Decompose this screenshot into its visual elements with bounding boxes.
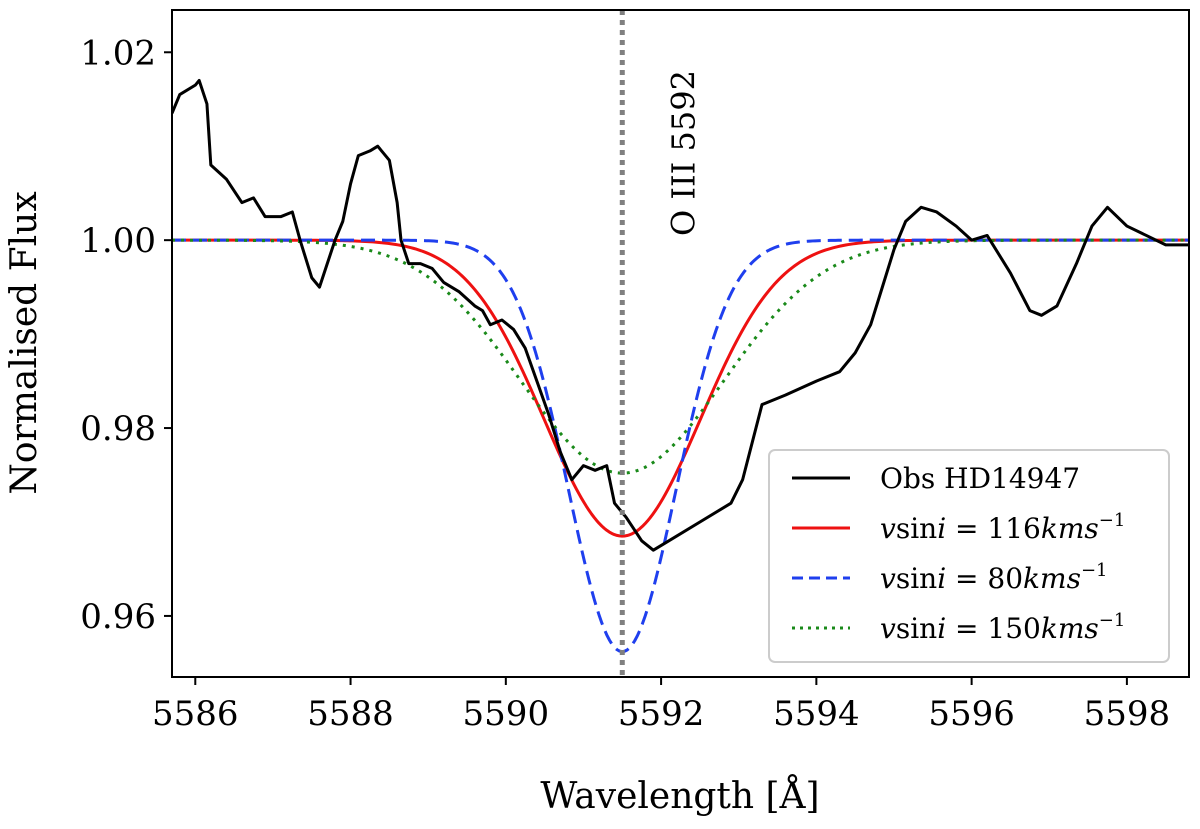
y-axis-title: Normalised Flux	[4, 191, 45, 494]
x-tick-label: 5586	[152, 694, 239, 734]
series-layer	[172, 78, 1189, 654]
legend-box	[768, 449, 1170, 663]
x-tick-label: 5592	[618, 694, 705, 734]
x-tick-label: 5598	[1084, 694, 1171, 734]
legend-label-obs: Obs HD14947	[880, 462, 1080, 495]
x-axis-title: Wavelength [Å]	[540, 775, 819, 817]
series-line	[172, 78, 1189, 552]
legend: Obs HD14947 vsini = 116kms−1 vsini = 80k…	[768, 449, 1170, 663]
legend-label-116: vsini = 116kms−1	[880, 510, 1125, 545]
y-tick-label: 1.00	[80, 221, 156, 261]
x-tick-label: 5590	[463, 694, 550, 734]
y-axis: 0.96 0.98 1.00 1.02	[80, 33, 172, 637]
legend-label-80: vsini = 80kms−1	[880, 560, 1107, 595]
y-tick-label: 1.02	[80, 33, 156, 73]
plot-frame	[171, 9, 1190, 678]
y-tick-label: 0.96	[80, 597, 156, 637]
x-axis: 5586 5588 5590 5592 5594 5596 5598	[152, 677, 1170, 734]
annotation-label: O III 5592	[664, 70, 702, 236]
legend-label-150: vsini = 150kms−1	[880, 610, 1125, 645]
x-tick-label: 5594	[773, 694, 860, 734]
x-tick-label: 5596	[928, 694, 1015, 734]
y-tick-label: 0.98	[80, 409, 156, 449]
series-line	[172, 238, 1189, 475]
x-tick-label: 5588	[307, 694, 394, 734]
